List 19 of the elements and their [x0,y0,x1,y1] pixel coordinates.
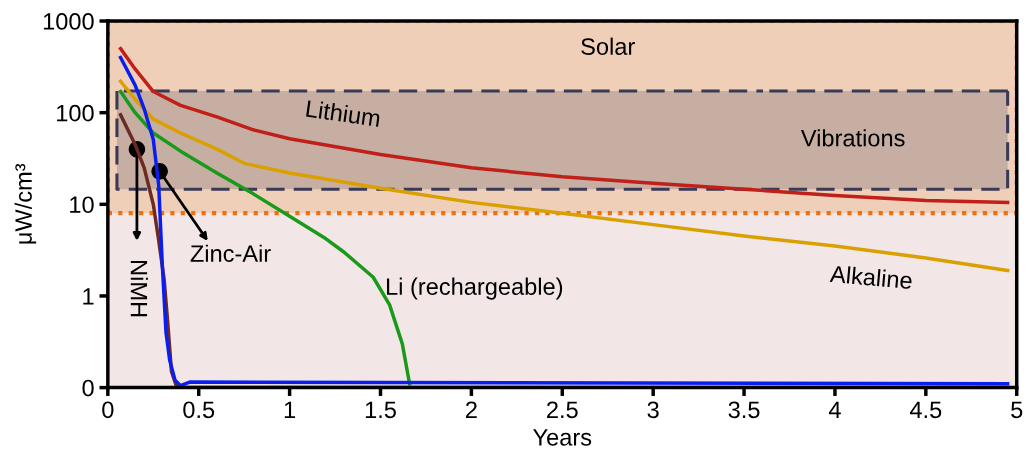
x-tick-label: 5 [1011,401,1023,419]
band-label: Solar [581,37,635,55]
y-tick-label: 1000 [43,13,94,30]
x-tick-label: 4.5 [909,401,942,419]
x-tick-label: 0.5 [183,401,215,419]
y-axis-title: μW/cm³ [14,163,37,244]
x-tick-label: 2.5 [547,401,578,419]
x-tick-label: 1.5 [365,401,396,419]
x-axis-title: Years [533,429,592,446]
x-tick-label: 2 [466,401,477,418]
y-tick-label: 10 [70,196,94,214]
x-tick-label: 1 [284,401,296,418]
x-tick-label: 0 [102,401,114,419]
y-tick-label: 1 [83,288,94,305]
y-tick-label: 0 [82,379,94,397]
y-tick-label: 100 [57,104,94,122]
x-tick-label: 3 [647,401,659,419]
x-tick-label: 3.5 [728,401,760,419]
x-tick-label: 4 [828,401,841,418]
